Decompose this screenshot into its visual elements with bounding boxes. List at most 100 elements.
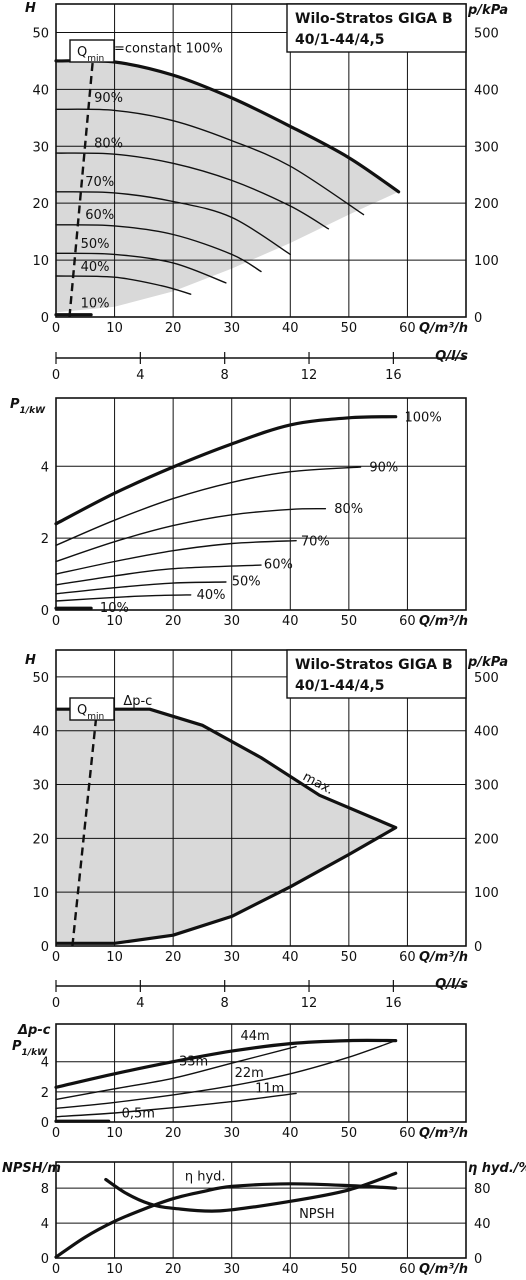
y2-tick-label: 400 — [474, 725, 499, 740]
x-tick-label: 0 — [52, 1262, 60, 1277]
q-ls-tick-label: 8 — [221, 996, 229, 1011]
series-line — [104, 1171, 398, 1213]
series-line — [55, 594, 192, 602]
x-tick-label: 50 — [341, 614, 358, 629]
max-curve — [56, 707, 398, 945]
qmin-box — [69, 39, 115, 63]
series-line — [55, 581, 227, 595]
dp-c-label: Δp-c — [123, 694, 152, 709]
x-tick-label: 60 — [399, 1262, 416, 1277]
y-tick-label: 40 — [32, 83, 49, 98]
y-axis-label-top: Δp-c — [17, 1023, 51, 1038]
y2-tick-label: 200 — [474, 832, 499, 847]
series-label: 40% — [81, 260, 110, 275]
series-line — [55, 1039, 397, 1110]
chart-title-line1: Wilo-Stratos GIGA B — [295, 11, 453, 27]
x-tick-label: 30 — [223, 1126, 240, 1141]
y-axis-label-bottom: P1/kW — [12, 1039, 48, 1058]
y2-tick-label: 0 — [474, 940, 482, 955]
series-label: 11m — [255, 1082, 284, 1097]
series-label: 50% — [81, 237, 110, 252]
y-tick-label: 8 — [41, 1182, 49, 1197]
series-line — [54, 1182, 398, 1259]
x-tick-label: 20 — [165, 321, 182, 336]
series-label: η hyd. — [185, 1169, 226, 1184]
series-label: 33m — [179, 1054, 208, 1069]
x-tick-label: 60 — [399, 1126, 416, 1141]
q-ls-tick-label: 12 — [301, 368, 318, 383]
x-tick-label: 30 — [223, 1262, 240, 1277]
x-tick-label: 30 — [223, 614, 240, 629]
y2-axis-label: p/kPa — [467, 3, 508, 18]
series-line — [55, 466, 362, 546]
y-tick-label: 0 — [41, 940, 49, 955]
x-tick-label: 0 — [52, 950, 60, 965]
series-label: 40% — [197, 588, 226, 603]
series-label: NPSH — [299, 1207, 335, 1222]
y-tick-label: 2 — [41, 532, 49, 547]
x-tick-label: 20 — [165, 614, 182, 629]
x-tick-label: 60 — [399, 614, 416, 629]
x-tick-label: 30 — [223, 950, 240, 965]
y-axis-label: H — [25, 1, 36, 16]
y2-tick-label: 200 — [474, 197, 499, 212]
y-tick-label: 0 — [41, 311, 49, 326]
series-line — [55, 275, 192, 295]
plot-frame — [55, 3, 467, 318]
series-label: 80% — [94, 136, 123, 151]
y2-axis-label: p/kPa — [467, 655, 508, 670]
y2-tick-label: 300 — [474, 140, 499, 155]
qmin-box — [69, 697, 115, 721]
y2-tick-label: 0 — [474, 1252, 482, 1267]
x-tick-label: 0 — [52, 321, 60, 336]
q-ls-tick-label: 4 — [136, 996, 144, 1011]
series-line — [55, 1045, 297, 1101]
y-tick-label: 30 — [32, 779, 49, 794]
q-ls-tick-label: 16 — [385, 996, 402, 1011]
q-ls-tick-label: 12 — [301, 996, 318, 1011]
chart-title-line2: 40/1-44/4,5 — [295, 32, 385, 48]
series-line — [55, 152, 330, 230]
x-tick-label: 20 — [165, 1126, 182, 1141]
y2-tick-label: 40 — [474, 1217, 491, 1232]
x-tick-label: 0 — [52, 614, 60, 629]
series-label: 10% — [81, 296, 110, 311]
operating-area — [56, 709, 396, 944]
x-tick-label: 20 — [165, 1262, 182, 1277]
title-box — [286, 649, 467, 699]
q-ls-axis: 0 4 8 12 16 Q/l/s — [52, 349, 468, 383]
y-tick-label: 30 — [32, 140, 49, 155]
x-axis-label: Q/m³/h — [419, 1126, 468, 1141]
q-ls-tick-label: 16 — [385, 368, 402, 383]
x-axis-label: Q/m³/h — [419, 614, 468, 629]
series-label: 80% — [334, 502, 363, 517]
y2-tick-label: 300 — [474, 779, 499, 794]
chart-title-line2: 40/1-44/4,5 — [295, 678, 385, 694]
y-tick-label: 40 — [32, 725, 49, 740]
chart-hq-speed: 0 10 20 30 40 50 60010203040500100200300400500… — [25, 1, 508, 336]
qmin-label: Qmin — [77, 703, 104, 722]
y2-axis-label: η hyd./% — [468, 1161, 526, 1176]
series-label: 10% — [100, 601, 129, 616]
y-tick-label: 10 — [32, 254, 49, 269]
x-tick-label: 40 — [282, 321, 299, 336]
y2-tick-label: 100 — [474, 886, 499, 901]
series-label: n=constant 100% — [106, 41, 223, 56]
series-line — [55, 224, 262, 273]
x-axis-label: Q/m³/h — [419, 321, 468, 336]
y-axis-label: H — [25, 653, 36, 668]
series-label: 90% — [369, 461, 398, 476]
y-tick-label: 4 — [41, 1217, 49, 1232]
series-line — [55, 252, 227, 284]
q-ls-axis-label: Q/l/s — [435, 977, 468, 992]
x-tick-label: 40 — [282, 614, 299, 629]
x-tick-label: 40 — [282, 950, 299, 965]
series-label: 100% — [405, 410, 442, 425]
x-tick-label: 50 — [341, 1126, 358, 1141]
y2-tick-label: 500 — [474, 26, 499, 41]
x-tick-label: 60 — [399, 950, 416, 965]
qmin-line — [71, 709, 99, 947]
x-axis-label: Q/m³/h — [419, 1262, 468, 1277]
q-ls-tick-label: 0 — [52, 368, 60, 383]
